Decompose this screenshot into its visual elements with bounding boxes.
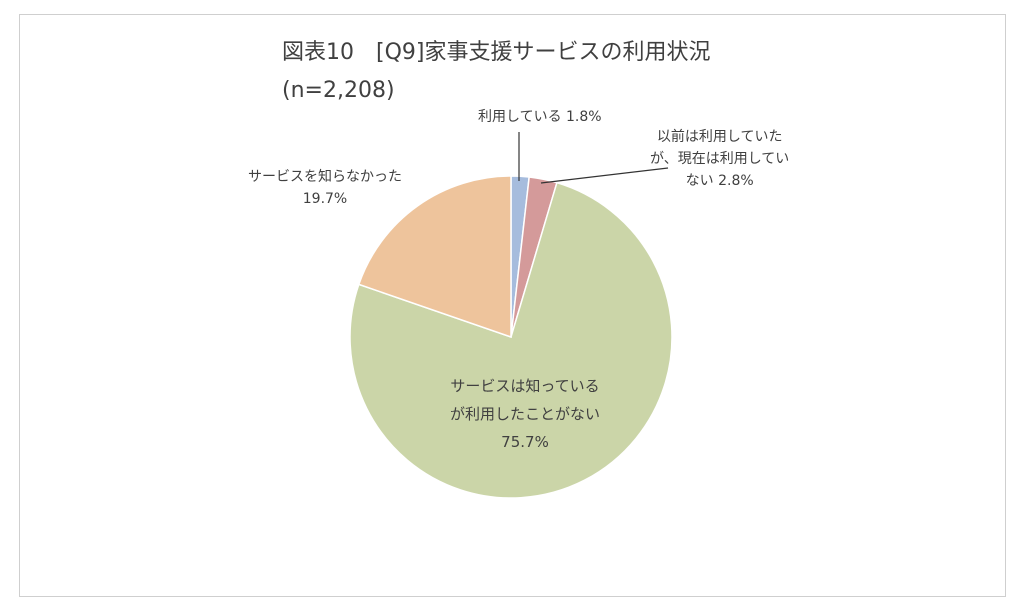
slice-label-previously-used-line2: が、現在は利用してい <box>650 151 790 167</box>
slice-label-aware-not-used-line3: 75.7% <box>501 433 549 451</box>
slice-label-not-aware: サービスを知らなかった 19.7% <box>248 166 402 210</box>
slice-label-aware-not-used: サービスは知っている が利用したことがない 75.7% <box>430 372 620 456</box>
slice-label-not-aware-line2: 19.7% <box>302 191 348 207</box>
slice-label-previously-used: 以前は利用していた が、現在は利用してい ない 2.8% <box>650 126 789 192</box>
slice-label-previously-used-line3: ない 2.8% <box>685 173 754 189</box>
slice-label-previously-used-line1: 以前は利用していた <box>656 129 783 145</box>
leader-line-previously-used <box>540 167 669 184</box>
slice-label-using-line1: 利用している 1.8% <box>478 109 602 125</box>
slice-label-aware-not-used-line1: サービスは知っている <box>450 377 600 395</box>
chart-title: 図表10 [Q9]家事支援サービスの利用状況 <box>282 40 711 65</box>
slice-label-aware-not-used-line2: が利用したことがない <box>449 405 600 423</box>
chart-subtitle: (n=2,208) <box>282 78 395 103</box>
slice-aware-not-used <box>349 181 673 499</box>
slice-label-using: 利用している 1.8% <box>478 106 602 128</box>
slice-label-not-aware-line1: サービスを知らなかった <box>248 169 402 185</box>
slice-not-aware <box>357 175 512 339</box>
